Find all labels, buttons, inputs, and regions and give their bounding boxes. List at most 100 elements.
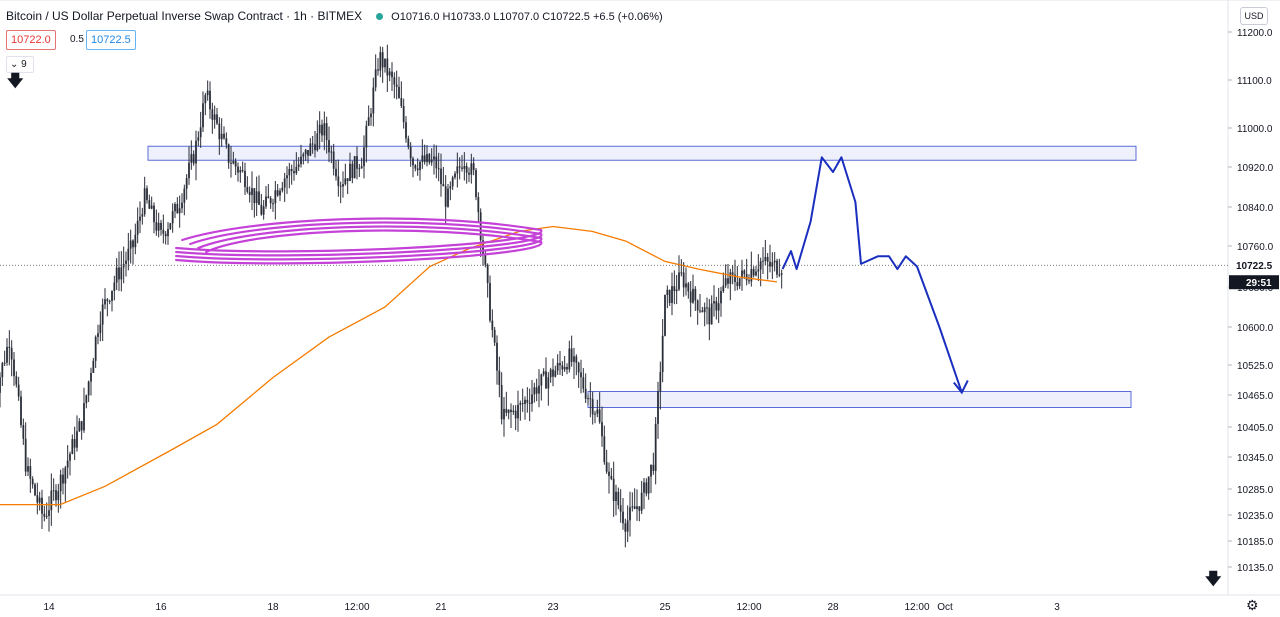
- scroll-to-latest-arrow-icon[interactable]: 🡇: [1205, 571, 1222, 588]
- candle-body: [393, 77, 396, 85]
- x-tick-label: 3: [1054, 602, 1060, 613]
- indicators-toggle[interactable]: ⌄ 9: [6, 56, 34, 73]
- candle-body: [197, 137, 200, 141]
- candle-body: [547, 377, 550, 389]
- candle-body: [624, 523, 627, 532]
- gear-icon[interactable]: ⚙: [1246, 597, 1259, 613]
- chart-legend: Bitcoin / US Dollar Perpetual Inverse Sw…: [6, 9, 663, 23]
- candle-body: [449, 186, 452, 189]
- candle-body: [498, 370, 501, 386]
- candle-body: [678, 272, 680, 290]
- candle-body: [687, 283, 690, 292]
- candle-body: [575, 356, 578, 363]
- candle-body: [727, 278, 729, 284]
- x-tick-label: 16: [155, 602, 167, 613]
- candle-body: [731, 272, 734, 275]
- candle-body: [342, 184, 344, 187]
- candle-body: [398, 86, 400, 99]
- candle-body: [3, 362, 6, 364]
- candle-body: [463, 166, 466, 169]
- candle-body: [302, 154, 305, 157]
- candle-body: [195, 140, 197, 164]
- candle-body: [710, 303, 713, 325]
- candle-body: [328, 140, 330, 153]
- candle-body: [255, 191, 258, 204]
- candle-body: [428, 154, 431, 163]
- candle-body: [134, 234, 137, 248]
- candle-body: [769, 261, 771, 267]
- bid-price-box[interactable]: 10722.0: [6, 30, 56, 50]
- candle-body: [666, 289, 669, 296]
- candle-body: [442, 184, 445, 187]
- candle-body: [293, 171, 295, 174]
- candle-body: [171, 211, 174, 224]
- candle-body: [129, 240, 132, 249]
- candle-body: [780, 273, 783, 275]
- candle-body: [377, 69, 379, 71]
- candle-body: [41, 497, 43, 514]
- candle-body: [1, 363, 4, 378]
- candle-body: [24, 438, 27, 472]
- candle-body: [496, 342, 498, 371]
- candle-body: [351, 163, 354, 179]
- candle-body: [267, 196, 270, 199]
- candle-body: [48, 510, 50, 516]
- candle-body: [323, 123, 326, 136]
- candle-body: [682, 272, 685, 288]
- candle-body: [750, 269, 753, 282]
- arrow-down-icon[interactable]: 🡇: [7, 73, 24, 90]
- candle-body: [573, 356, 575, 362]
- candle-body: [708, 307, 711, 325]
- candle-body: [762, 260, 764, 262]
- candle-body: [668, 289, 671, 303]
- candle-body: [720, 291, 722, 304]
- y-tick-label: 10285.0: [1237, 485, 1274, 496]
- candle-body: [36, 495, 39, 503]
- candle-body: [384, 58, 386, 68]
- candle-body: [549, 369, 552, 378]
- candle-body: [38, 497, 41, 503]
- candle-body: [78, 421, 81, 432]
- indicator-count: 9: [21, 59, 27, 70]
- candle-body: [356, 156, 358, 169]
- candle-body: [304, 150, 307, 155]
- candle-body: [344, 178, 347, 185]
- candle-body: [136, 220, 139, 235]
- candle-body: [680, 272, 683, 274]
- candle-body: [234, 160, 237, 167]
- candle-body: [230, 162, 232, 164]
- y-tick-label: 10920.0: [1237, 163, 1274, 174]
- candle-body: [381, 52, 384, 68]
- candle-body: [43, 513, 46, 517]
- candle-body: [260, 204, 263, 215]
- candle-body: [101, 304, 104, 325]
- candle-body: [748, 280, 750, 282]
- candle-body: [759, 261, 762, 270]
- symbol-title[interactable]: Bitcoin / US Dollar Perpetual Inverse Sw…: [6, 9, 363, 23]
- candle-body: [554, 370, 557, 377]
- candle-body: [379, 52, 382, 71]
- candle-body: [503, 408, 505, 420]
- candle-body: [752, 269, 755, 276]
- ask-price-box[interactable]: 10722.5: [86, 30, 136, 50]
- candle-body: [199, 127, 202, 138]
- candle-body: [62, 474, 64, 484]
- candle-body: [570, 348, 573, 362]
- candle-body: [743, 270, 746, 275]
- candle-body: [237, 166, 239, 173]
- candle-body: [106, 299, 109, 301]
- candle-body: [6, 346, 8, 363]
- candle-body: [538, 385, 540, 394]
- candle-body: [629, 507, 631, 521]
- currency-label[interactable]: USD: [1240, 7, 1268, 25]
- candle-body: [603, 436, 606, 463]
- candle-body: [244, 171, 246, 187]
- x-tick-label: Oct: [937, 602, 953, 613]
- y-tick-label: 10840.0: [1237, 203, 1274, 214]
- y-tick-label: 10600.0: [1237, 323, 1274, 334]
- candle-body: [148, 200, 151, 209]
- candle-body: [183, 188, 186, 203]
- spread-value: 0.5: [70, 34, 84, 45]
- candle-body: [66, 460, 69, 468]
